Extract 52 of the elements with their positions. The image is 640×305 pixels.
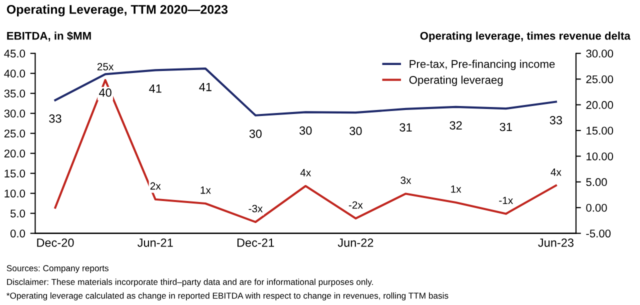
data-label: 33: [49, 114, 62, 123]
y2-tick-label: 30.00: [586, 50, 614, 58]
data-label: 1x: [451, 186, 462, 193]
x-tick-label: Jun-21: [138, 238, 173, 247]
data-label: 40: [99, 88, 112, 97]
y2-tick-label: 10.00: [586, 152, 614, 160]
data-label: 30: [249, 130, 262, 138]
text: Disclaimer: These materials incorporate third–party data and are for informational purposes only.: [7, 278, 373, 287]
data-label: 2x: [150, 182, 161, 190]
data-label: 4x: [550, 168, 562, 176]
y2-tick-label: 20.00: [586, 101, 614, 109]
y2-tick-label: 0.00: [586, 204, 607, 212]
x-tick-label: Jun-22: [338, 238, 374, 247]
x-tick-label: Jun-23: [538, 238, 574, 247]
y-tick-label: 0.0: [10, 230, 26, 238]
data-label: 31: [500, 122, 512, 132]
y2-tick-label: -5.00: [586, 230, 611, 238]
data-label: 31: [400, 123, 412, 132]
data-label: 41: [149, 84, 162, 93]
y2-tick-label: 15.00: [586, 126, 614, 135]
data-label: 41: [199, 82, 212, 92]
text: *Operating leverage calculated as change in reported EBITDA with respect to change in revenues, rolling TTM basis: [6, 292, 448, 300]
data-label: -3x: [248, 204, 263, 212]
data-label: 3x: [400, 176, 412, 184]
data-label: 30: [350, 126, 362, 136]
x-tick-label: Dec-20: [37, 238, 74, 247]
data-label: 1x: [200, 186, 211, 194]
x-tick-label: Dec-21: [237, 238, 274, 247]
y-axis-title: EBITDA, in $MM: [7, 31, 91, 42]
data-label: 25x: [97, 63, 114, 70]
y-tick-label: 20.0: [4, 150, 26, 158]
y-tick-label: 15.0: [4, 170, 26, 178]
data-label: -1x: [499, 196, 514, 204]
y2-axis-title: Operating leverage, times revenue delta: [420, 32, 630, 42]
source-note: Sources: Company reports: [6, 265, 109, 273]
y-tick-label: 35.0: [4, 90, 26, 98]
y-tick-label: 45.0: [4, 50, 26, 58]
data-label: -2x: [348, 201, 363, 209]
y-tick-label: 40.0: [4, 70, 26, 78]
data-label: 30: [299, 126, 312, 135]
legend-label: Pre-tax, Pre-financing income: [410, 60, 555, 70]
data-label: 33: [550, 116, 562, 124]
data-label: 4x: [300, 169, 311, 176]
data-label: 32: [450, 121, 462, 130]
y2-tick-label: 5.00: [586, 178, 607, 186]
y2-tick-label: 25.00: [586, 75, 614, 84]
chart-title: Operating Leverage, TTM 2020—2023: [6, 4, 228, 16]
y-tick-label: 10.0: [4, 190, 26, 198]
y-tick-label: 25.0: [4, 130, 26, 138]
y-tick-label: 5.0: [10, 210, 26, 218]
legend-label: Operating leveraeg: [409, 76, 503, 86]
y-tick-label: 30.0: [4, 110, 26, 118]
